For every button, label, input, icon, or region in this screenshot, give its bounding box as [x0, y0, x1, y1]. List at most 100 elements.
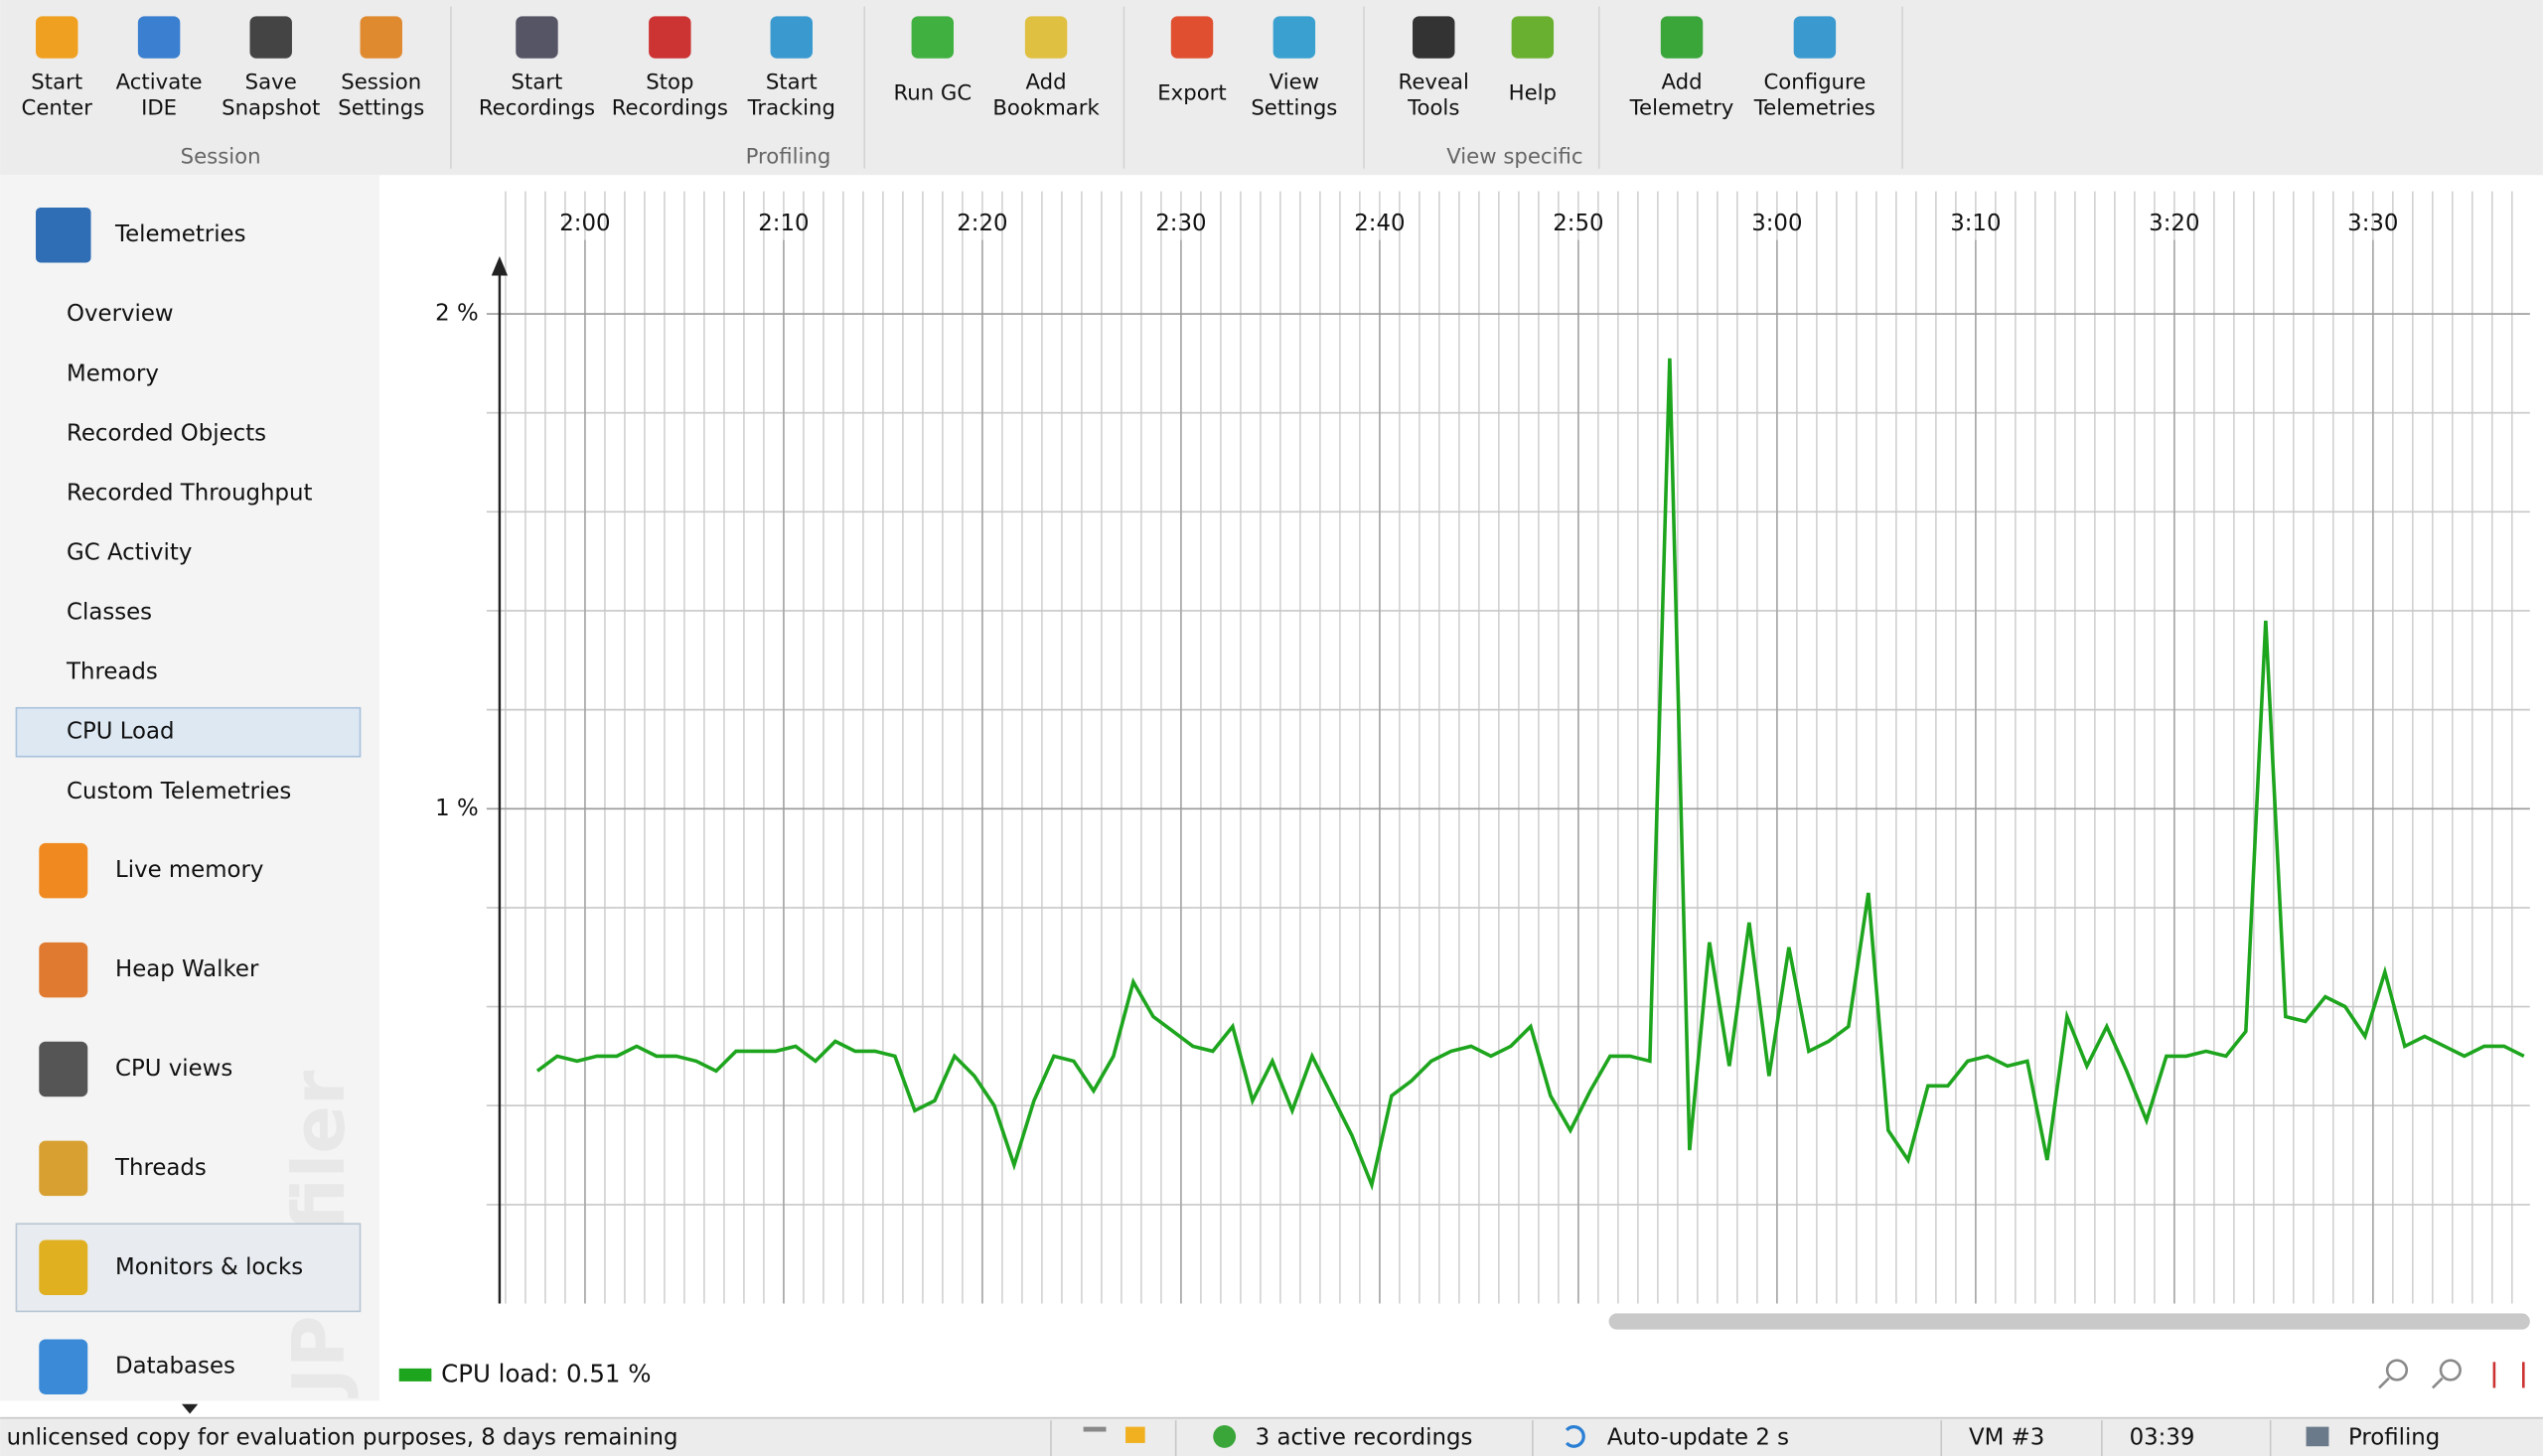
sidebar-scroll-arrow[interactable] [181, 1403, 199, 1414]
zoom-tools [2378, 1359, 2525, 1389]
toolbar-group-label: Session [181, 144, 261, 169]
legend-swatch [398, 1368, 432, 1382]
toolbar-group-label: Profiling [746, 144, 831, 169]
telemetries-icon [36, 207, 91, 263]
button-icon [1413, 16, 1455, 59]
time-status: 03:39 [2130, 1425, 2195, 1451]
sidebar-item[interactable]: GC Activity [67, 540, 192, 566]
sidebar-item[interactable]: Threads [66, 659, 158, 685]
button-icon [36, 16, 78, 59]
x-tick-label: 3:10 [1950, 211, 2001, 236]
button-label: Save [245, 70, 297, 94]
y-tick-label: 1 % [435, 796, 479, 821]
sidebar-item[interactable]: Memory [67, 361, 159, 386]
button-label: Reveal [1399, 70, 1469, 94]
status-separators [1050, 1420, 2272, 1456]
x-tick-label: 2:10 [758, 211, 809, 236]
toolbar-button[interactable]: Export [1157, 16, 1227, 106]
sidebar-section[interactable]: Databases [115, 1354, 235, 1380]
button-label: Help [1509, 81, 1557, 106]
section-icon [39, 1339, 88, 1394]
button-icon [1170, 16, 1214, 59]
recording-indicator [1213, 1424, 1237, 1448]
sidebar-section[interactable]: CPU views [115, 1056, 232, 1082]
section-icon [39, 1140, 88, 1197]
scrollbar-thumb[interactable] [1608, 1313, 2530, 1330]
flag-icon [1125, 1426, 1145, 1443]
toolbar-button[interactable]: Run GC [893, 16, 972, 106]
sidebar-item[interactable]: Overview [67, 301, 174, 327]
button-icon [1660, 16, 1704, 59]
button-label: Settings [1251, 95, 1337, 120]
sidebar-item[interactable]: Recorded Throughput [67, 480, 312, 506]
sidebar-section[interactable]: Threads [114, 1155, 207, 1181]
selected-highlight [15, 706, 362, 758]
zoom-out[interactable] [2439, 1359, 2462, 1382]
sidebar-tree: Telemetries Overview Memory Recorded Object… [15, 207, 362, 1394]
button-label: Start [512, 70, 563, 94]
x-tick-label: 2:00 [559, 211, 610, 236]
toolbar-group-label: View specific [1446, 144, 1582, 169]
button-icon [249, 16, 292, 59]
chart-panel [379, 175, 2543, 1408]
button-icon [360, 16, 402, 59]
x-tick-label: 3:00 [1751, 211, 1802, 236]
toolbar [0, 0, 2543, 176]
sidebar-item[interactable]: Recorded Objects [67, 420, 266, 446]
auto-update-status[interactable]: Auto-update 2 s [1607, 1425, 1789, 1451]
button-icon [1511, 16, 1555, 59]
button-label: Stop [646, 70, 693, 94]
toolbar-button[interactable]: Help [1509, 16, 1557, 106]
chart: 2:00 2:10 2:20 2:30 2:40 2:50 3:00 3:10 3:20 3:30… [398, 191, 2530, 1387]
sidebar-header[interactable]: Telemetries [114, 221, 245, 247]
x-tick-label: 3:30 [2347, 211, 2398, 236]
zoom-in[interactable] [2385, 1359, 2409, 1382]
sidebar-section[interactable]: Live memory [115, 857, 263, 883]
legend-label: CPU load: 0.51 % [441, 1359, 651, 1387]
button-icon [770, 16, 813, 59]
sidebar-item[interactable]: CPU Load [67, 719, 175, 745]
button-label: View [1270, 70, 1319, 94]
button-label: IDE [141, 95, 177, 120]
x-tick-label: 2:20 [957, 211, 1007, 236]
mode-status: Profiling [2348, 1425, 2440, 1451]
recordings-status[interactable]: 3 active recordings [1256, 1425, 1473, 1451]
status-bar [0, 1416, 2543, 1456]
button-label: Tracking [747, 95, 835, 120]
section-icon [39, 1041, 88, 1097]
y-tick-label: 2 % [435, 301, 479, 327]
x-tick-label: 2:50 [1553, 211, 1603, 236]
sidebar-item[interactable]: Custom Telemetries [67, 779, 291, 804]
y-axis-arrow [491, 255, 509, 276]
section-icon [39, 842, 88, 899]
sidebar-section[interactable]: Monitors & locks [115, 1254, 303, 1280]
x-tick-label: 2:40 [1354, 211, 1405, 236]
button-label: Configure [1763, 70, 1866, 94]
auto-update-icon [1565, 1425, 1585, 1448]
sidebar-item[interactable]: Classes [67, 600, 152, 626]
button-label: Run GC [893, 81, 972, 106]
sidebar-section[interactable]: Heap Walker [115, 956, 259, 982]
license-text: unlicensed copy for evaluation purposes,… [7, 1425, 678, 1451]
button-icon [911, 16, 955, 59]
button-icon [1272, 16, 1316, 59]
button-label: Recordings [612, 95, 728, 120]
button-label: Start [766, 70, 818, 94]
x-tick-label: 3:20 [2149, 211, 2199, 236]
button-label: Add [1026, 70, 1067, 94]
